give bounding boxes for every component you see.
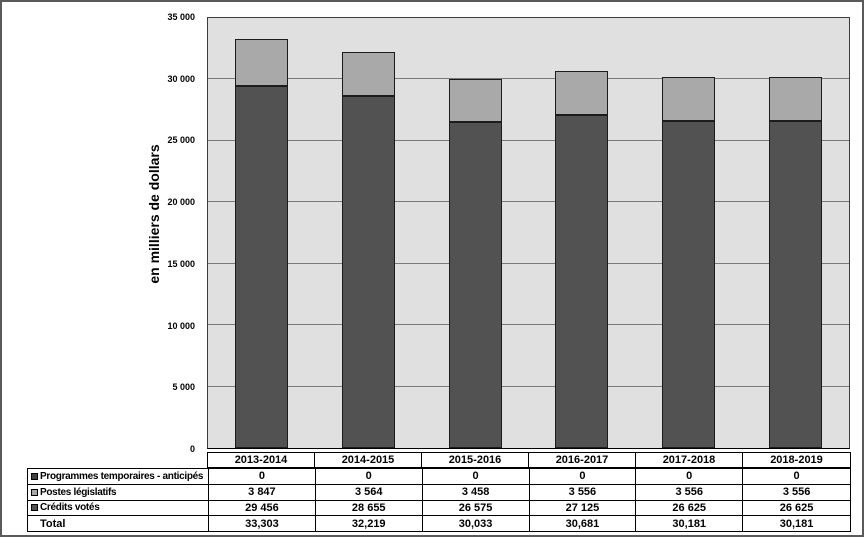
row-label-cell: Postes législatifs [28,484,209,500]
year-header-cell: 2016-2017 [529,453,636,467]
value-cell: 26 575 [423,500,530,516]
y-tick-label: 35 000 [167,12,195,22]
bar-segment [341,52,395,96]
row-label: Total [40,517,66,530]
value-cell: 29 456 [209,500,316,516]
year-header-cell: 2014-2015 [315,453,422,467]
y-tick-label: 15 000 [167,258,195,269]
value-cell: 26 625 [636,500,744,516]
value-cell: 30,681 [530,516,637,531]
year-header-cell: 2018-2019 [743,453,850,467]
value-cell: 0 [316,469,423,484]
value-cell: 30,181 [779,517,814,530]
gridline [208,201,849,203]
legend-swatch-icon [31,504,38,512]
value-cell: 3 564 [316,484,423,500]
bar-segment [448,121,502,448]
gridline [208,262,849,264]
row-label-cell: Crédits votés [28,500,209,516]
value-cell: 26 625 [779,501,814,514]
row-label: Programmes temporaires - anticipés [40,470,204,482]
year-header-cell: 2017-2018 [636,453,743,467]
bar-columns [208,18,849,448]
plot-area [207,17,850,449]
bar-column [528,18,635,448]
bar-column [208,18,315,448]
value-cell: 0 [530,469,637,484]
legend-swatch-icon [31,472,38,480]
value-cell: 0 [793,470,800,483]
bar-segment [341,95,395,448]
row-label-cell: Programmes temporaires - anticipés [28,469,209,484]
value-cell: 27 125 [530,500,637,516]
year-header-cell: 2015-2016 [422,453,529,467]
bar-segment [448,79,502,122]
gridline [208,385,849,387]
value-cell: 0 [423,469,530,484]
y-tick-label: 0 [189,444,195,454]
y-tick-label: 5 000 [172,382,195,393]
gridline [208,139,849,141]
value-cell: 33,303 [209,516,316,531]
value-cell: 30,033 [423,516,530,531]
value-cell: 30,181 [636,516,744,531]
y-tick-label: 25 000 [167,135,195,146]
table-row: Total 33,303 32,219 30,033 30,681 30,181 30,18… [28,515,850,531]
table-row: Postes législatifs 3 847 3 564 3 458 3 556 3 … [28,483,850,500]
bar-segment [662,120,716,448]
y-axis-tick-labels: 0 5 000 10 000 15 000 20 000 25 000 30 000 35 0… [2,2,201,472]
y-tick-label: 20 000 [167,197,195,208]
bar-segment [662,77,716,121]
bar-column [315,18,422,448]
table-row: Crédits votés 29 456 28 655 26 575 27 125 26 … [28,499,850,516]
value-cell: 28 655 [316,500,423,516]
gridline [208,78,849,80]
table-row: Programmes temporaires - anticipés 0 0 0 0 0 0 [28,468,850,484]
value-cell: 3 847 [209,484,316,500]
gridline [208,324,849,326]
bar-column [635,18,742,448]
y-tick-label: 10 000 [167,320,195,331]
row-label: Postes législatifs [40,486,117,498]
year-header-cell: 2013-2014 [208,453,315,467]
value-cell: 3 556 [636,484,744,500]
bar-segment [769,77,823,121]
data-table: Programmes temporaires - anticipés 0 0 0 0 0 0… [27,468,851,532]
bar-segment [234,38,288,87]
value-cell: 32,219 [316,516,423,531]
value-cell: 3 458 [423,484,530,500]
row-label-cell: Total [28,516,209,531]
row-label: Crédits votés [40,502,100,514]
year-header-row: 2013-2014 2014-2015 2015-2016 2016-2017 2017… [207,452,851,468]
y-tick-label: 30 000 [167,73,195,84]
value-cell: 3 556 [782,486,811,499]
bar-column [422,18,529,448]
bar-segment [555,114,609,448]
value-cell: 3 556 [530,484,637,500]
bar-segment [769,120,823,448]
bar-segment [555,71,609,115]
value-cell: 0 [636,469,744,484]
bar-segment [234,86,288,448]
legend-swatch-icon [31,488,38,496]
value-cell: 0 [209,469,316,484]
bar-column [742,18,849,448]
